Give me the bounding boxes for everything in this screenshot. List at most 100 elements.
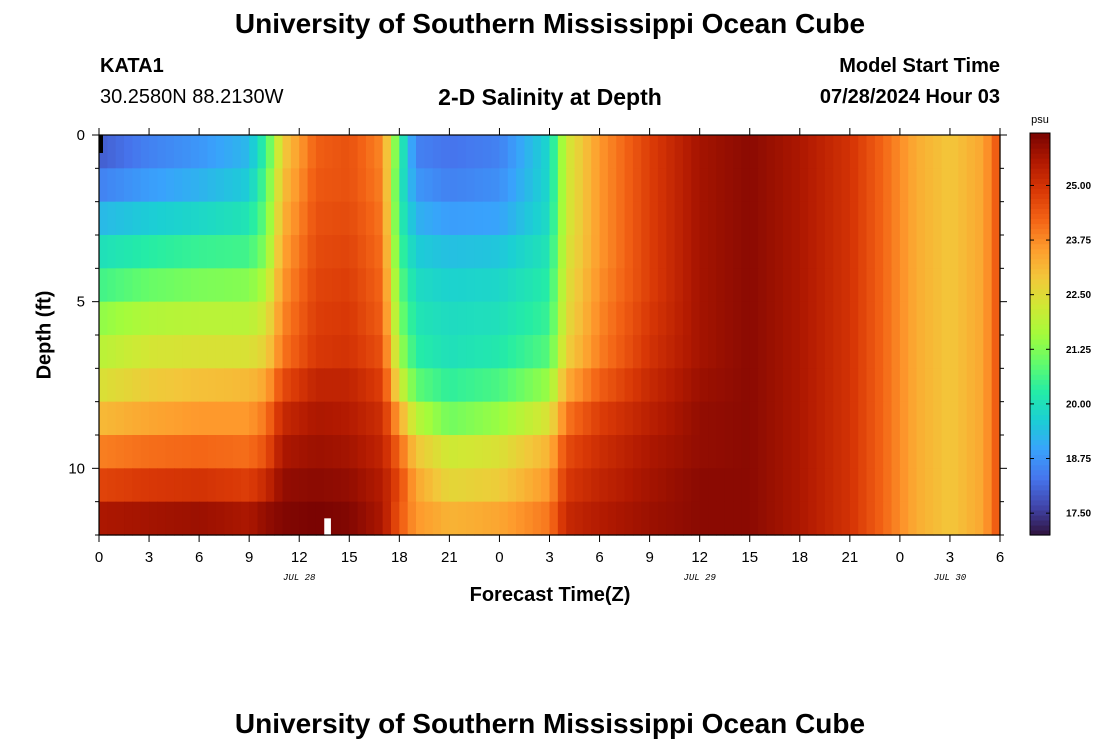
heatmap-cell <box>115 135 125 169</box>
heatmap-cell <box>924 135 934 169</box>
heatmap-cell <box>824 268 834 303</box>
heatmap-cell <box>240 468 250 503</box>
heatmap-cell <box>315 501 325 536</box>
heatmap-cell <box>632 168 642 203</box>
heatmap-cell <box>958 201 968 236</box>
heatmap-cell <box>149 301 158 336</box>
heatmap-cell <box>215 468 225 503</box>
heatmap-cell <box>966 301 976 336</box>
heatmap-cell <box>541 235 551 269</box>
heatmap-cell <box>265 401 275 436</box>
heatmap-cell <box>532 201 542 236</box>
colorbar-segment <box>1030 188 1050 194</box>
colorbar-segment <box>1030 318 1050 325</box>
heatmap-cell <box>774 268 784 303</box>
heatmap-cell <box>616 201 626 236</box>
heatmap-cell <box>833 235 843 269</box>
heatmap-cell <box>958 401 968 436</box>
heatmap-cell <box>991 301 1001 336</box>
heatmap-cell <box>349 235 359 269</box>
heatmap-cell <box>165 168 175 203</box>
heatmap-cell <box>174 301 184 336</box>
heatmap-cell <box>224 268 234 303</box>
heatmap-cell <box>357 368 367 403</box>
heatmap-cell <box>632 368 642 403</box>
x-tick-label: 18 <box>391 549 408 566</box>
heatmap-cell <box>924 301 934 336</box>
heatmap-cell <box>591 368 601 403</box>
heatmap-cell <box>324 368 334 403</box>
heatmap-cell <box>599 335 609 369</box>
heatmap-cell <box>249 268 259 303</box>
heatmap-cell <box>332 335 342 369</box>
heatmap-cell <box>249 468 259 503</box>
heatmap-cell <box>365 401 375 436</box>
heatmap-cell <box>899 501 909 536</box>
heatmap-cell <box>157 401 167 436</box>
heatmap-cell <box>833 201 843 236</box>
colorbar-segment <box>1030 334 1050 340</box>
heatmap-cell <box>574 168 584 203</box>
colorbar-segment <box>1030 213 1050 220</box>
heatmap-cell <box>499 201 509 236</box>
heatmap-cell <box>224 401 234 436</box>
heatmap-cell <box>991 368 1001 403</box>
heatmap-cell <box>215 235 225 269</box>
colorbar-segment <box>1030 444 1050 451</box>
heatmap-cell <box>557 368 567 403</box>
heatmap-cell <box>799 135 809 169</box>
heatmap-cell <box>974 501 984 536</box>
colorbar-segment <box>1030 258 1050 265</box>
heatmap-cell <box>357 168 367 203</box>
heatmap-cell <box>841 135 851 169</box>
heatmap-cell <box>457 301 467 336</box>
heatmap-cell <box>908 235 918 269</box>
heatmap-cell <box>816 501 826 536</box>
heatmap-cell <box>808 135 818 169</box>
colorbar-segment <box>1030 218 1050 225</box>
heatmap-cell <box>390 135 400 169</box>
heatmap-cell <box>657 368 667 403</box>
heatmap-cell <box>124 301 133 336</box>
heatmap-cell <box>332 235 342 269</box>
heatmap-cell <box>182 135 192 169</box>
colorbar-segment <box>1030 158 1050 164</box>
heatmap-cell <box>390 335 400 369</box>
heatmap-cell <box>958 301 968 336</box>
heatmap-cell <box>891 201 901 236</box>
heatmap-cell <box>749 135 759 169</box>
heatmap-cell <box>849 235 859 269</box>
heatmap-cell <box>516 168 526 203</box>
colorbar-segment <box>1030 183 1050 189</box>
heatmap-cell <box>524 235 534 269</box>
heatmap-cell <box>749 201 759 236</box>
heatmap-cell <box>708 235 717 269</box>
heatmap-cell <box>866 135 876 169</box>
heatmap-cell <box>99 435 108 469</box>
heatmap-cell <box>124 201 133 236</box>
heatmap-cell <box>382 401 392 436</box>
colorbar-segment <box>1030 359 1050 365</box>
heatmap-cell <box>657 135 667 169</box>
heatmap-cell <box>783 335 793 369</box>
page-title: University of Southern Mississippi Ocean… <box>234 8 866 39</box>
heatmap-cell <box>382 335 392 369</box>
heatmap-cell <box>532 335 542 369</box>
heatmap-cell <box>516 335 526 369</box>
heatmap-cell <box>315 401 325 436</box>
heatmap-cell <box>941 368 951 403</box>
colorbar-segment <box>1030 153 1050 159</box>
heatmap-cell <box>416 401 425 436</box>
heatmap-cell <box>274 135 284 169</box>
heatmap-cell <box>883 235 893 269</box>
model-start-label: Model Start Time <box>839 55 1000 77</box>
heatmap-cell <box>349 301 359 336</box>
heatmap-cell <box>949 268 959 303</box>
heatmap-cell <box>340 468 350 503</box>
heatmap-cell <box>541 168 551 203</box>
heatmap-cell <box>382 201 392 236</box>
heatmap-cell <box>507 268 517 303</box>
heatmap-cell <box>841 501 851 536</box>
heatmap-cell <box>199 301 209 336</box>
date-label: JUL 30 <box>934 573 967 583</box>
